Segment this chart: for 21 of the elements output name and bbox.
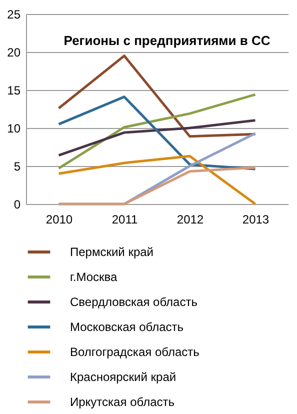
y-tick-label: 20 <box>7 46 21 60</box>
x-tick-label: 2013 <box>242 212 270 226</box>
legend-label: Пермский край <box>70 245 154 259</box>
legend-label: Иркутская область <box>70 395 174 409</box>
y-tick-label: 15 <box>7 84 21 98</box>
text: Регионы с предприятиями в СС <box>64 33 271 48</box>
x-tick-label: 2012 <box>176 212 204 226</box>
legend-label: г.Москва <box>70 270 118 284</box>
y-tick-label: 25 <box>7 8 21 22</box>
y-tick-label: 0 <box>14 198 21 212</box>
legend-label: Красноярский край <box>70 370 176 384</box>
line-series <box>58 54 256 138</box>
legend-label: Свердловская область <box>70 295 198 309</box>
x-tick-label: 2011 <box>112 212 138 226</box>
x-tick-label: 2010 <box>46 212 73 226</box>
legend-label: Волгоградская область <box>70 345 200 359</box>
line-series <box>58 119 256 157</box>
line-series <box>58 154 256 206</box>
y-tick-label: 5 <box>14 160 21 174</box>
y-tick-label: 10 <box>7 122 21 136</box>
legend-label: Московская область <box>70 320 184 334</box>
